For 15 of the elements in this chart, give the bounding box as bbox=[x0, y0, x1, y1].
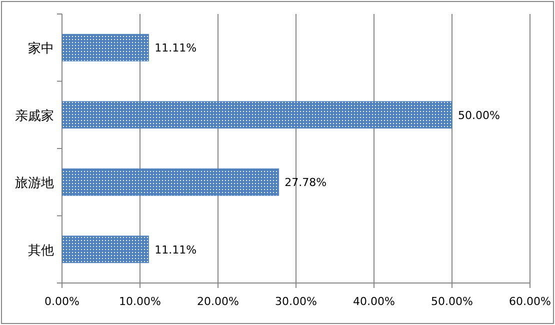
x-tick-label: 40.00% bbox=[353, 295, 395, 308]
x-tick-label: 30.00% bbox=[275, 295, 317, 308]
x-tick-label: 10.00% bbox=[119, 295, 161, 308]
data-label: 11.11% bbox=[154, 42, 197, 55]
x-tick-label: 20.00% bbox=[197, 295, 239, 308]
y-tick-label: 旅游地 bbox=[15, 176, 54, 192]
y-tick-label: 其他 bbox=[28, 243, 54, 258]
data-label: 11.11% bbox=[154, 243, 197, 256]
x-tick-label: 60.00% bbox=[509, 295, 551, 308]
y-tick-label: 亲戚家 bbox=[15, 108, 54, 124]
x-tick-label: 0.00% bbox=[44, 295, 80, 308]
x-tick-label: 50.00% bbox=[431, 295, 473, 308]
data-label: 50.00% bbox=[458, 108, 500, 122]
y-tick-label: 家中 bbox=[28, 40, 54, 57]
data-label: 27.78% bbox=[284, 176, 327, 190]
